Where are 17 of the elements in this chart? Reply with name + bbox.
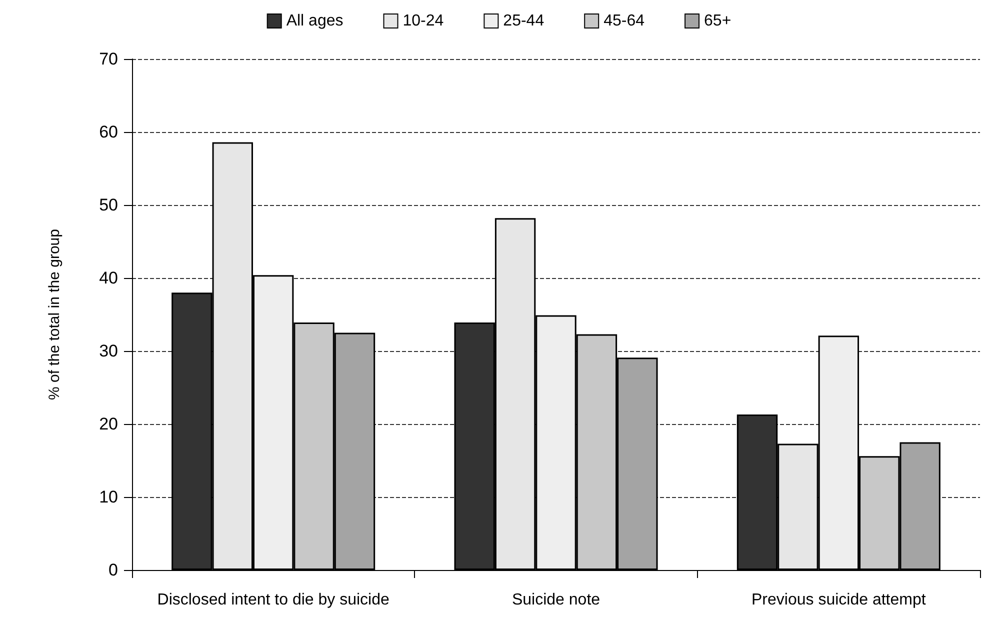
- x-tick-label: Suicide note: [512, 592, 600, 608]
- y-tick-label: 60: [99, 122, 118, 142]
- y-tick-label: 0: [108, 560, 118, 580]
- y-tick-label: 20: [99, 414, 118, 434]
- legend-label: 25-44: [503, 12, 544, 30]
- x-tick-label: Previous suicide attempt: [752, 592, 926, 608]
- y-tick-label: 70: [99, 50, 118, 68]
- legend-label: 65+: [704, 12, 732, 30]
- x-tick-label: Disclosed intent to die by suicide: [157, 592, 390, 608]
- legend-label: 10-24: [402, 12, 444, 30]
- y-tick-label: 50: [99, 196, 118, 214]
- y-tick-label: 30: [99, 342, 118, 360]
- legend-label: 45-64: [604, 12, 645, 30]
- legend-label: All ages: [286, 12, 344, 30]
- y-tick-label: 40: [99, 268, 118, 288]
- y-tick-label: 10: [99, 488, 118, 506]
- y-axis-title: % of the total in the group: [46, 229, 63, 400]
